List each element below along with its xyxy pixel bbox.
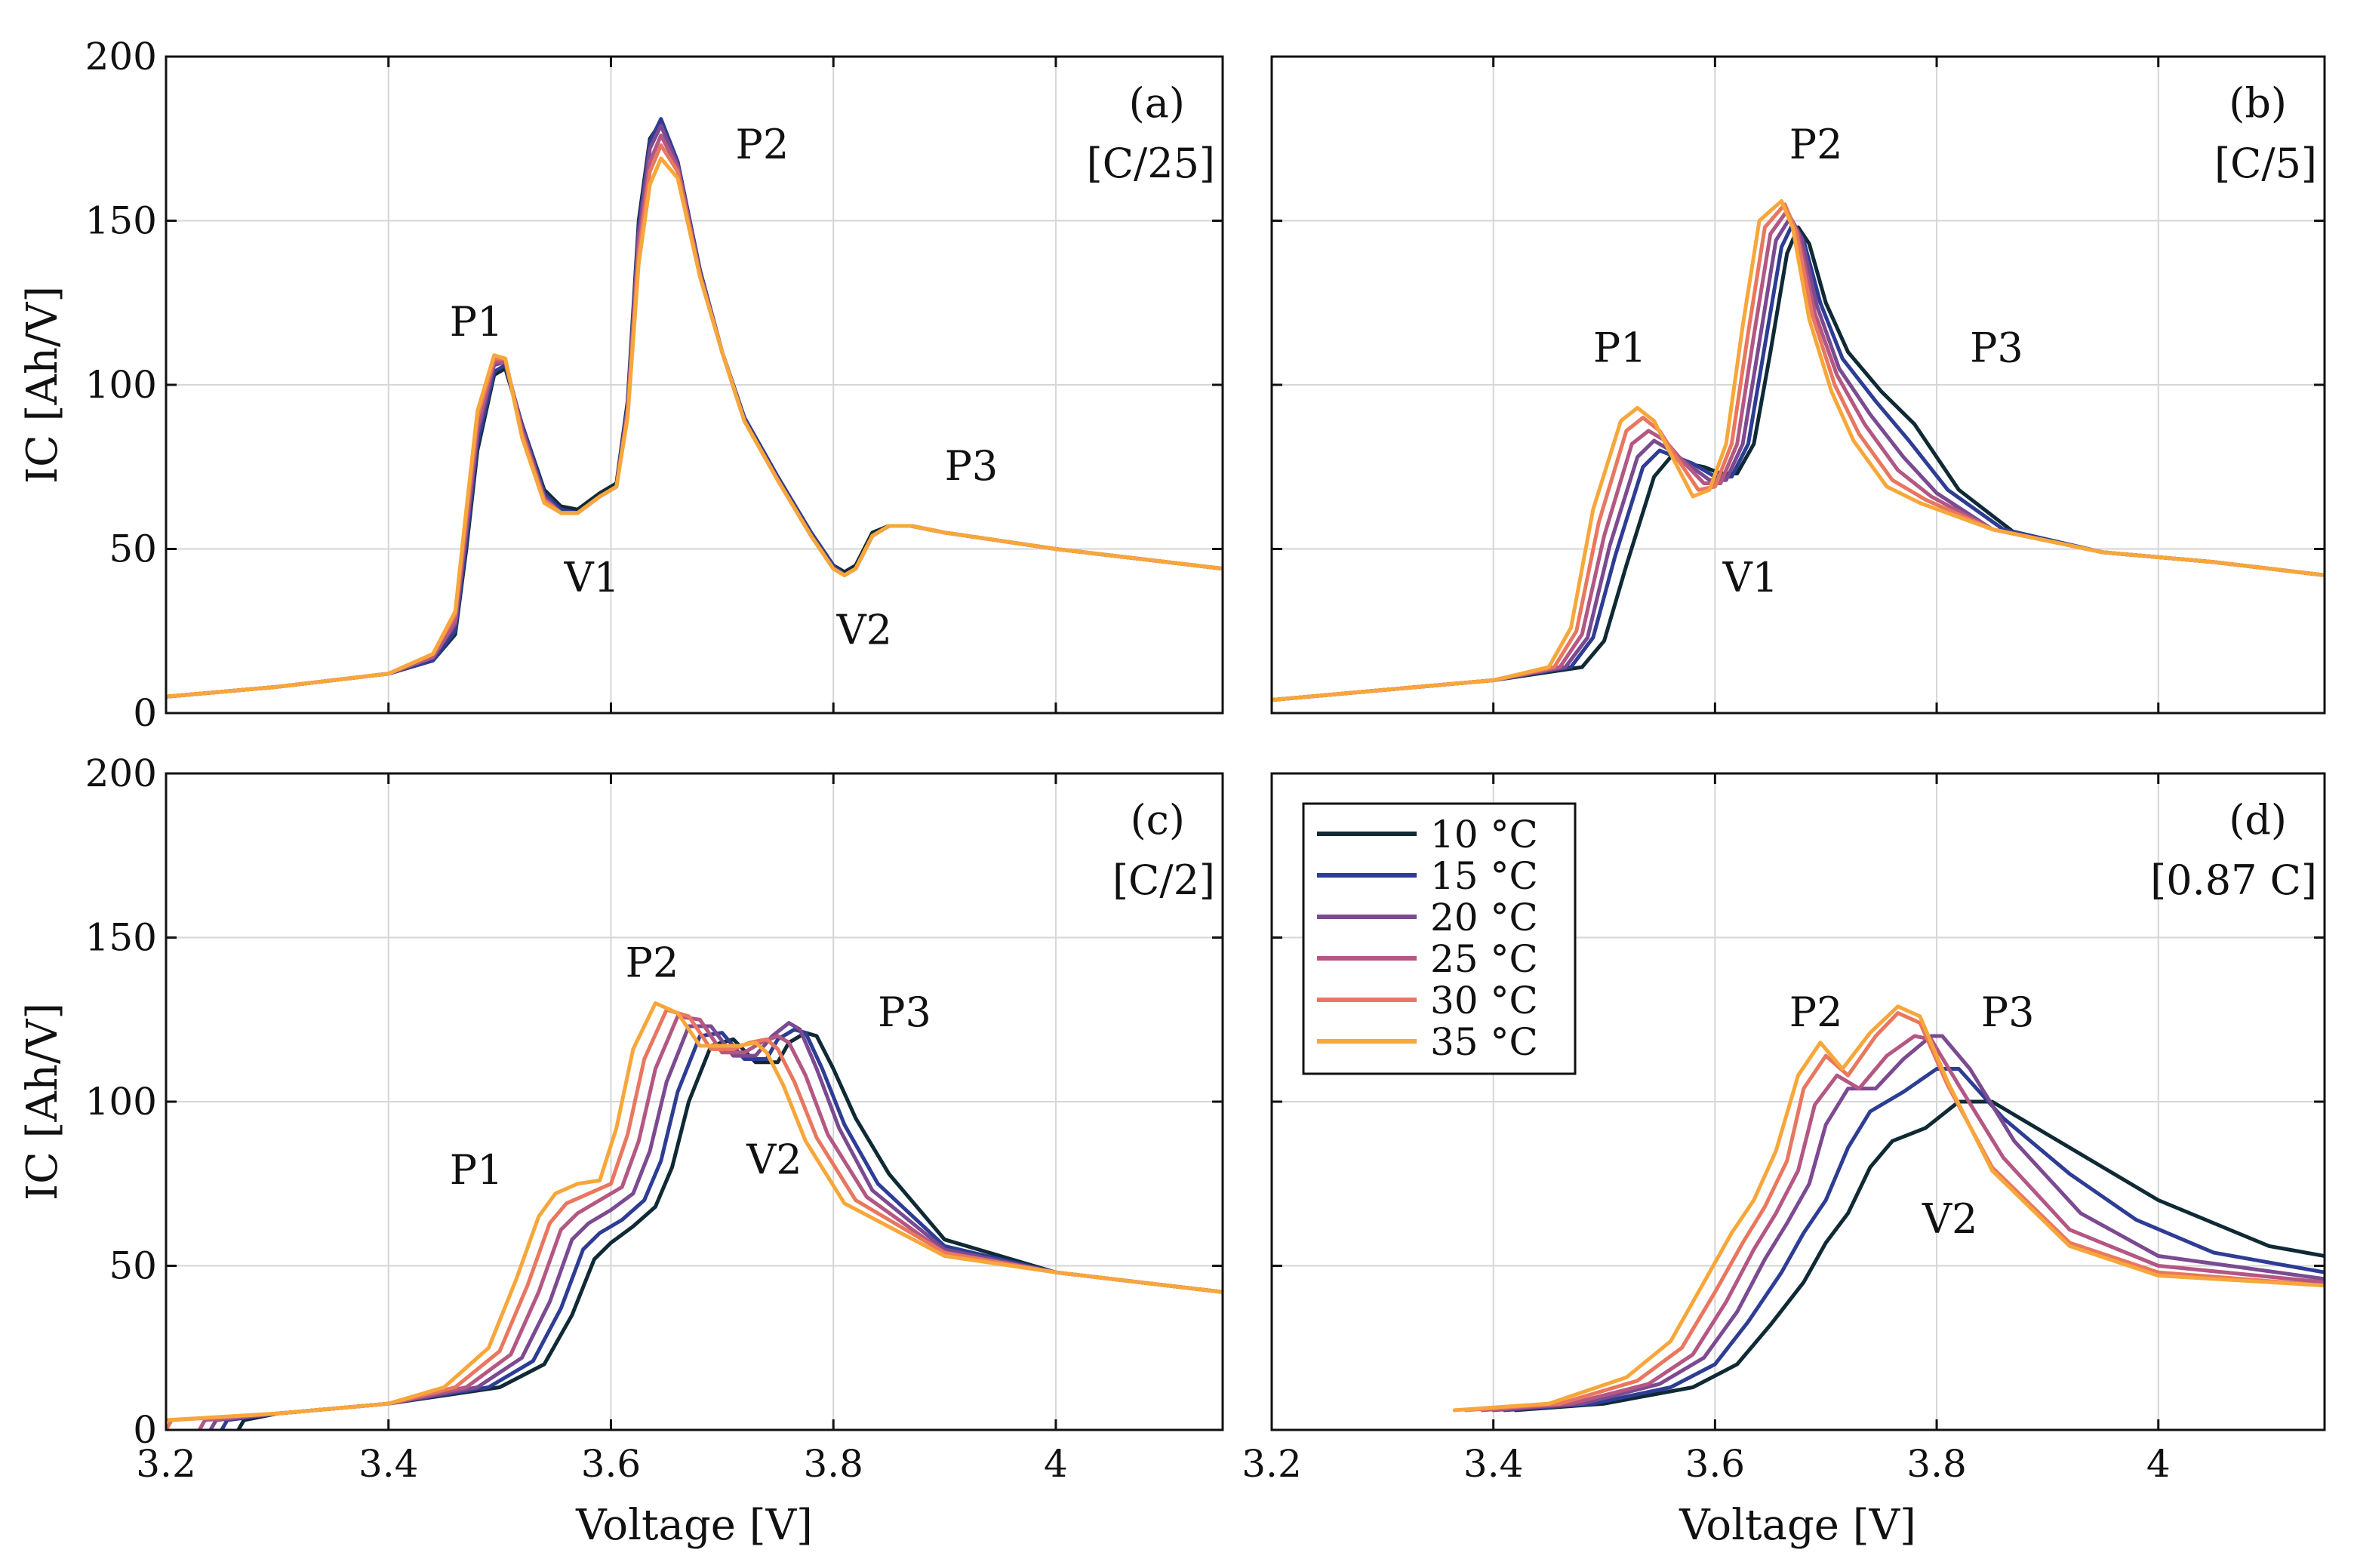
series-group: [1272, 198, 2325, 703]
annotation-p2: P2: [626, 939, 679, 987]
series-line-30C: [166, 143, 1223, 699]
series-group: [166, 1001, 1223, 1430]
series-line-35C: [166, 1001, 1223, 1422]
panel-rate: [C/2]: [1112, 856, 1215, 904]
series-line-30C: [1272, 202, 2325, 703]
y-tick-label: 0: [133, 1408, 157, 1452]
x-tick-label: 3.8: [1906, 1442, 1967, 1486]
annotation-p2: P2: [1789, 988, 1843, 1036]
series-line-30C: [1463, 1011, 2325, 1413]
series-line-15C: [220, 1027, 1223, 1430]
legend: 10 °C15 °C20 °C25 °C30 °C35 °C: [1302, 802, 1577, 1075]
series-line-25C: [1480, 1034, 2325, 1413]
y-tick-label: 0: [133, 691, 157, 735]
annotation-p1: P1: [450, 298, 503, 346]
legend-label: 35 °C: [1430, 1020, 1538, 1064]
x-tick-label: 3.4: [1463, 1442, 1524, 1486]
legend-label: 10 °C: [1430, 813, 1538, 856]
series-line-30C: [166, 1007, 1223, 1430]
x-tick-label: 3.6: [581, 1442, 642, 1486]
panel-a: 0 50 100 150 200 P1 V1 P2 V2 P3 (a) [C/25]: [85, 35, 1224, 735]
series-line-20C: [1272, 215, 2325, 703]
annotation-v2: V2: [1922, 1195, 1977, 1243]
y-tick-label: 100: [85, 1080, 157, 1124]
panel-b: P2 P1 P3 V1 (b) [C/5]: [1270, 55, 2326, 715]
annotation-p2: P2: [1789, 121, 1843, 168]
y-tick-label: 50: [109, 1244, 157, 1288]
panel-label: (c): [1131, 796, 1185, 844]
x-tick-label: 3.8: [803, 1442, 863, 1486]
y-axis-label-bottom: IC [Ah/V]: [18, 1003, 67, 1201]
panel-rate: [0.87 C]: [2150, 856, 2317, 904]
series-line-20C: [166, 123, 1223, 699]
series-line-35C: [1272, 198, 2325, 703]
legend-label: 25 °C: [1430, 937, 1538, 981]
annotation-p1: P1: [1593, 324, 1647, 372]
panel-label: (d): [2229, 796, 2287, 844]
x-tick-label: 4: [1044, 1442, 1068, 1486]
series-group: [1452, 1004, 2325, 1413]
y-tick-label: 150: [85, 199, 157, 243]
legend-box: [1302, 802, 1577, 1075]
series-line-10C: [166, 120, 1223, 699]
y-tick-label: 100: [85, 363, 157, 407]
series-line-10C: [236, 1031, 1223, 1430]
series-line-15C: [1502, 1067, 2325, 1413]
panel-label: (a): [1129, 79, 1185, 127]
series-line-35C: [1452, 1004, 2325, 1413]
y-tick-label: 200: [85, 752, 157, 795]
annotation-p3: P3: [1970, 324, 2023, 372]
y-axis-label-top: IC [Ah/V]: [18, 286, 67, 484]
y-tick-label: 50: [109, 527, 157, 571]
annotation-v2: V2: [746, 1136, 802, 1184]
annotation-p1: P1: [450, 1146, 503, 1194]
series-line-25C: [1272, 208, 2325, 703]
legend-label: 30 °C: [1430, 979, 1538, 1022]
series-line-25C: [197, 1014, 1223, 1430]
series-line-10C: [1513, 1099, 2325, 1413]
series-line-25C: [166, 133, 1223, 699]
annotation-v2: V2: [836, 607, 892, 654]
annotation-p3: P3: [1981, 988, 2035, 1036]
series-line-20C: [208, 1021, 1223, 1430]
x-tick-label: 4: [2146, 1442, 2171, 1486]
x-axis-label-right: Voltage [V]: [1679, 1501, 1916, 1550]
y-tick-label: 200: [85, 35, 157, 78]
panel-rate: [C/5]: [2214, 140, 2317, 187]
x-tick-label: 3.2: [1242, 1442, 1302, 1486]
series-line-10C: [1272, 225, 2325, 703]
annotation-p3: P3: [878, 988, 931, 1036]
annotation-v1: V1: [1722, 554, 1778, 601]
x-tick-label: 3.6: [1685, 1442, 1746, 1486]
series-line-35C: [166, 156, 1223, 699]
annotation-p2: P2: [736, 121, 789, 168]
series-line-15C: [1272, 222, 2325, 703]
panel-c: 3.2 3.4 3.6 3.8 4 0 50 100 150 200 P2 P1 V2 P3 (c) [C/2…: [85, 752, 1224, 1486]
panel-rate: [C/25]: [1087, 140, 1215, 187]
panel-d: 3.2 3.4 3.6 3.8 4 P2 P3 V2 (d) [0.87 C] 10 °C15 °C…: [1242, 772, 2326, 1486]
legend-label: 20 °C: [1430, 896, 1538, 939]
series-group: [166, 117, 1223, 699]
annotation-v1: V1: [564, 554, 620, 601]
legend-label: 15 °C: [1430, 854, 1538, 898]
x-tick-label: 3.4: [358, 1442, 419, 1486]
y-tick-label: 150: [85, 916, 157, 960]
panel-label: (b): [2229, 79, 2287, 127]
x-tick-label: 3.2: [136, 1442, 196, 1486]
series-line-15C: [166, 117, 1223, 699]
series-line-20C: [1491, 1034, 2325, 1413]
x-axis-label-left: Voltage [V]: [575, 1501, 813, 1550]
annotation-p3: P3: [945, 442, 999, 490]
